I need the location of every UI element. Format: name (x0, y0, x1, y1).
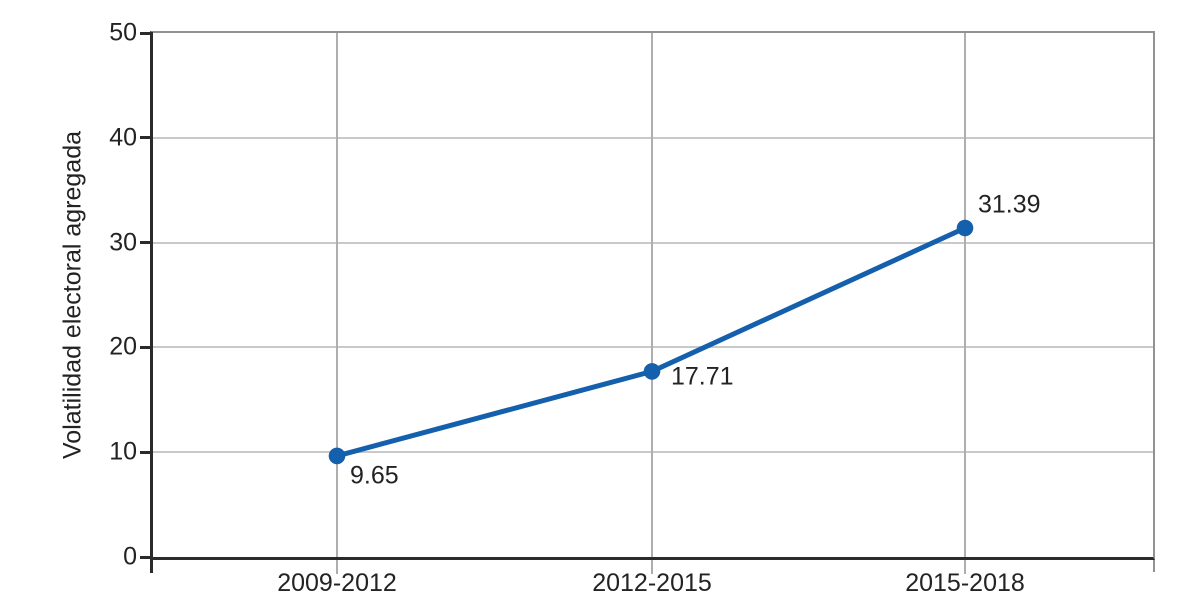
data-point-marker (643, 363, 661, 380)
horizontal-gridline (153, 241, 1153, 244)
x-tick-label: 2012-2015 (592, 569, 712, 597)
y-axis-tick (140, 31, 153, 35)
y-tick-label: 20 (109, 332, 137, 361)
horizontal-gridline (153, 451, 1153, 454)
x-tick-label: 2015-2018 (905, 569, 1025, 597)
x-axis-tick (336, 560, 338, 574)
y-axis-tick (140, 345, 153, 349)
series-line (336, 225, 967, 459)
x-axis-end-tick (1153, 560, 1155, 572)
data-point-label: 9.65 (350, 461, 399, 490)
y-axis-tick (140, 241, 153, 245)
vertical-gridline (964, 33, 966, 557)
vertical-gridline (336, 33, 338, 557)
data-point-marker (956, 219, 974, 237)
plot-area: 0 10 20 30 40 50 9.65 17.71 31.39 (109, 20, 1155, 574)
vertical-gridline (651, 33, 653, 557)
y-tick-label: 10 (109, 437, 137, 466)
y-axis-tick (140, 450, 153, 454)
y-tick-label: 30 (109, 228, 137, 257)
y-tick-label: 40 (109, 123, 137, 152)
horizontal-gridline (153, 136, 1153, 139)
data-point-label: 31.39 (978, 190, 1041, 219)
y-tick-label: 0 (123, 542, 137, 571)
y-tick-label: 50 (109, 18, 137, 47)
data-point-marker (328, 447, 346, 465)
y-axis-tick (140, 555, 153, 559)
data-series-layer (328, 219, 974, 465)
x-axis-tick (651, 560, 653, 574)
data-point-label: 17.71 (671, 362, 734, 391)
y-axis-tick (140, 136, 153, 140)
horizontal-gridline (153, 346, 1153, 349)
y-axis-title: Volatilidad electoral agregada (58, 130, 87, 460)
x-axis-origin-tick (150, 560, 153, 573)
x-axis-tick (964, 560, 966, 574)
x-tick-label: 2009-2012 (277, 569, 397, 597)
